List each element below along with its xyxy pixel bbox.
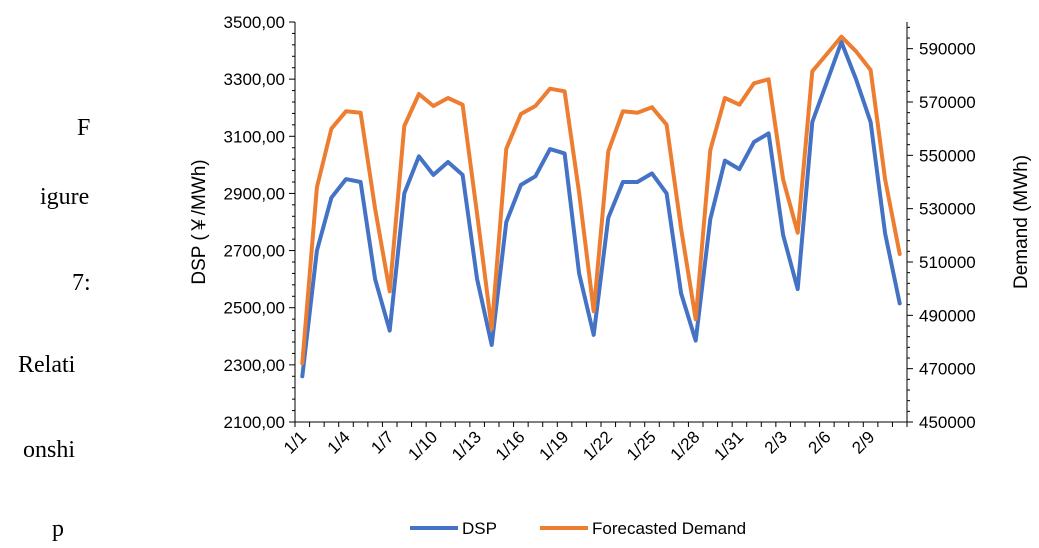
y2-tick-label: 590000	[919, 40, 976, 59]
y-axis-title: DSP (￥/MWh)	[189, 159, 210, 284]
y2-tick-label: 490000	[919, 306, 976, 325]
x-tick-label: 2/3	[761, 427, 791, 457]
caption-word: onshi	[23, 437, 76, 463]
x-tick-label: 1/25	[623, 427, 660, 464]
y-tick-label: 2100,00	[224, 413, 285, 432]
x-tick-label: 1/7	[367, 427, 397, 457]
y-tick-label: 2900,00	[224, 184, 285, 203]
y-tick-label: 3100,00	[224, 127, 285, 146]
legend-label-demand: Forecasted Demand	[592, 519, 746, 538]
x-tick-label: 1/16	[492, 427, 529, 464]
x-tick-label: 1/22	[579, 427, 616, 464]
series-line-forecasted-demand	[300, 34, 902, 366]
caption-word: 7:	[72, 270, 91, 296]
x-tick-label: 1/31	[710, 427, 747, 464]
y2-tick-label: 550000	[919, 146, 976, 165]
y-tick-label: 3500,00	[224, 13, 285, 32]
legend: DSP Forecasted Demand	[410, 519, 746, 538]
y2-tick-label: 450000	[919, 413, 976, 432]
side-caption-text: F igure 7: Relati onshi p	[0, 0, 160, 548]
y-tick-label: 2500,00	[224, 299, 285, 318]
caption-word: Relati	[18, 352, 76, 378]
x-tick-label: 1/28	[667, 427, 704, 464]
caption-word: p	[52, 516, 64, 542]
y2-tick-label: 530000	[919, 200, 976, 219]
y-tick-label: 3300,00	[224, 70, 285, 89]
caption-word: igure	[40, 184, 90, 210]
caption-word: F	[77, 115, 91, 141]
x-tick-label: 2/6	[805, 427, 835, 457]
y2-tick-label: 570000	[919, 93, 976, 112]
x-tick-label: 1/10	[404, 427, 441, 464]
plot-area: 2100,00 2300,00 2500,00 2700,00 2900,00 3100,…	[224, 13, 976, 464]
y-tick-label: 2700,00	[224, 242, 285, 261]
x-tick-label: 1/19	[536, 427, 573, 464]
series-line-dsp	[300, 40, 902, 379]
y-tick-label: 2300,00	[224, 356, 285, 375]
legend-label-dsp: DSP	[462, 519, 497, 538]
y2-axis-title: Demand (MWh)	[1011, 155, 1032, 289]
x-tick-label: 2/9	[848, 427, 878, 457]
x-tick-label: 1/4	[324, 427, 354, 457]
x-tick-label: 1/13	[448, 427, 485, 464]
y2-tick-label: 510000	[919, 253, 976, 272]
y2-tick-label: 470000	[919, 360, 976, 379]
